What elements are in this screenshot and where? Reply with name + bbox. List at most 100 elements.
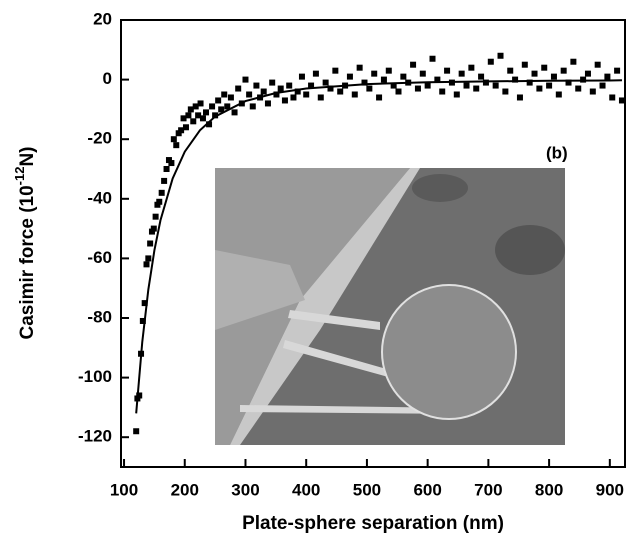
data-point — [478, 73, 485, 80]
data-point — [361, 79, 368, 86]
x-tick-label: 300 — [231, 480, 259, 499]
inset-image — [215, 168, 565, 445]
data-point — [400, 73, 407, 80]
data-point — [221, 91, 228, 98]
data-point — [197, 100, 204, 107]
y-tick-label: -20 — [87, 129, 112, 148]
data-point — [327, 85, 334, 92]
data-point — [161, 177, 168, 184]
fit-line — [135, 79, 622, 414]
data-point — [497, 52, 504, 59]
data-point — [439, 88, 446, 95]
data-point — [231, 109, 238, 116]
y-tick-label: 20 — [93, 9, 112, 28]
data-point — [507, 67, 514, 74]
data-point — [434, 76, 441, 83]
data-point — [187, 106, 194, 113]
y-tick-label: -60 — [87, 248, 112, 267]
data-point — [303, 91, 310, 98]
data-point — [277, 85, 284, 92]
x-tick-label: 100 — [110, 480, 138, 499]
data-point — [317, 94, 324, 101]
data-point — [168, 160, 175, 167]
data-point — [290, 94, 297, 101]
data-point — [152, 213, 159, 220]
data-point — [346, 73, 353, 80]
data-point — [546, 82, 553, 89]
data-point — [158, 189, 165, 196]
data-point — [609, 94, 616, 101]
data-point — [512, 76, 519, 83]
data-point — [224, 103, 231, 110]
data-point — [178, 127, 185, 134]
x-tick-label: 700 — [474, 480, 502, 499]
data-point — [580, 76, 587, 83]
data-point — [463, 82, 470, 89]
data-point — [253, 82, 260, 89]
data-point — [143, 261, 150, 268]
data-point — [281, 97, 288, 104]
data-point — [235, 85, 242, 92]
data-point — [312, 70, 319, 77]
x-tick-label: 900 — [596, 480, 624, 499]
x-tick-label: 500 — [353, 480, 381, 499]
data-point — [180, 115, 187, 122]
y-label-unit: N) — [17, 146, 38, 166]
data-point — [410, 61, 417, 68]
data-point — [429, 55, 436, 62]
data-point — [570, 58, 577, 65]
data-point — [269, 79, 276, 86]
data-point — [294, 88, 301, 95]
data-point — [145, 255, 152, 262]
data-point — [190, 118, 197, 125]
y-tick-label: -80 — [87, 307, 112, 326]
data-point — [614, 67, 621, 74]
data-point — [589, 88, 596, 95]
data-point — [376, 94, 383, 101]
data-point — [215, 97, 222, 104]
data-point — [286, 82, 293, 89]
data-point — [599, 82, 606, 89]
data-point — [482, 79, 489, 86]
data-point — [173, 142, 180, 149]
x-axis-label: Plate-sphere separation (nm) — [242, 513, 504, 534]
data-point — [385, 67, 392, 74]
data-point — [212, 112, 219, 119]
data-point — [560, 67, 567, 74]
data-point — [458, 70, 465, 77]
data-point — [565, 79, 572, 86]
y-label-exponent: -12 — [12, 167, 27, 186]
data-point — [584, 70, 591, 77]
data-point — [550, 73, 557, 80]
data-point — [390, 82, 397, 89]
data-point — [227, 94, 234, 101]
data-point — [249, 103, 256, 110]
data-point — [424, 82, 431, 89]
y-label-text: Casimir force (10 — [17, 185, 38, 339]
data-point — [195, 112, 202, 119]
data-point — [332, 67, 339, 74]
data-point — [419, 70, 426, 77]
data-point — [203, 109, 210, 116]
data-point — [468, 64, 475, 71]
data-point — [487, 58, 494, 65]
data-point — [337, 88, 344, 95]
data-point — [156, 198, 163, 205]
data-point — [147, 240, 154, 247]
y-tick-label: -40 — [87, 188, 112, 207]
data-point — [444, 67, 451, 74]
y-axis-label: Casimir force (10-12N) — [12, 146, 38, 339]
data-point — [356, 64, 363, 71]
annotation: (b) — [546, 143, 568, 162]
data-point — [516, 94, 523, 101]
data-point — [185, 112, 192, 119]
data-point — [170, 136, 177, 143]
data-point — [351, 91, 358, 98]
data-point — [209, 103, 216, 110]
data-point — [380, 76, 387, 83]
data-point — [218, 106, 225, 113]
y-tick-label: 0 — [103, 69, 112, 88]
data-point — [395, 88, 402, 95]
data-point — [473, 85, 480, 92]
